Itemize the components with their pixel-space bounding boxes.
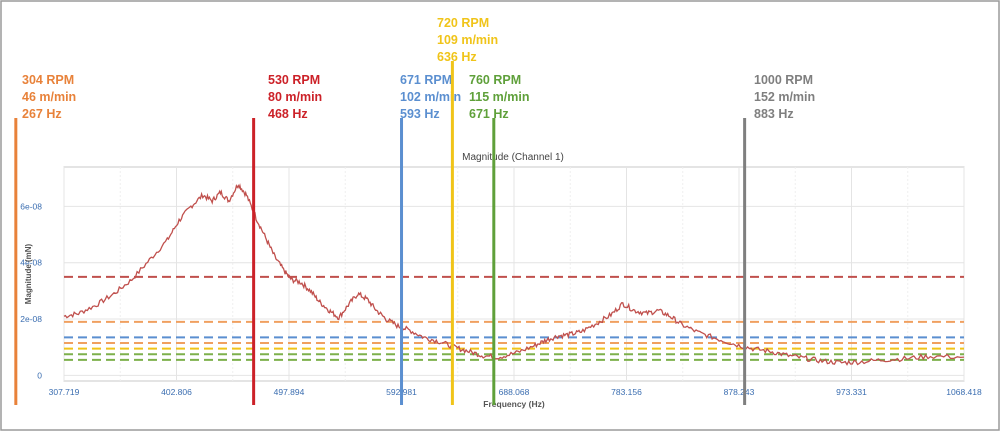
rpm-markers: 304 RPM 46 m/min 267 Hz 530 RPM 80 m/min 468 … [14, 16, 815, 405]
y-axis-label: Magnitude (mN) [24, 243, 33, 304]
series-group [63, 183, 965, 366]
marker-label-530: 468 Hz [268, 107, 308, 121]
marker-label-760: 671 Hz [469, 107, 509, 121]
y-tick-labels: 0 2e-08 4e-08 6e-08 [20, 201, 42, 380]
marker-label-304: 46 m/min [22, 90, 76, 104]
y-tick-label: 0 [37, 370, 42, 380]
x-tick-label: 973.331 [836, 387, 867, 397]
x-tick-label: 497.894 [274, 387, 305, 397]
y-tick-label: 2e-08 [20, 314, 42, 324]
x-tick-label: 783.156 [611, 387, 642, 397]
marker-label-304: 267 Hz [22, 107, 62, 121]
marker-label-671: 102 m/min [400, 90, 461, 104]
marker-label-720: 720 RPM [437, 16, 489, 30]
y-tick-label: 4e-08 [20, 258, 42, 268]
x-tick-label: 402.806 [161, 387, 192, 397]
marker-label-1000: 1000 RPM [754, 73, 813, 87]
x-tick-label: 307.719 [49, 387, 80, 397]
chart-title: Magnitude (Channel 1) [462, 152, 564, 163]
marker-label-760: 760 RPM [469, 73, 521, 87]
marker-label-760: 115 m/min [469, 90, 529, 104]
y-tick-label: 6e-08 [20, 201, 42, 211]
marker-label-1000: 883 Hz [754, 107, 794, 121]
x-tick-labels: 307.719402.806497.894592.981688.068783.1… [49, 387, 982, 397]
x-axis-label: Frequency (Hz) [483, 399, 545, 409]
x-tick-label: 1068.418 [946, 387, 982, 397]
marker-label-671: 593 Hz [400, 107, 440, 121]
marker-label-1000: 152 m/min [754, 90, 815, 104]
marker-label-671: 671 RPM [400, 73, 452, 87]
threshold-lines [64, 275, 964, 361]
marker-label-720: 109 m/min [437, 33, 498, 47]
marker-label-530: 80 m/min [268, 90, 322, 104]
x-tick-label: 688.068 [499, 387, 530, 397]
marker-label-720: 636 Hz [437, 50, 477, 64]
x-tick-label: 878.243 [724, 387, 755, 397]
series-line [63, 183, 965, 366]
marker-label-304: 304 RPM [22, 73, 74, 87]
marker-label-530: 530 RPM [268, 73, 320, 87]
